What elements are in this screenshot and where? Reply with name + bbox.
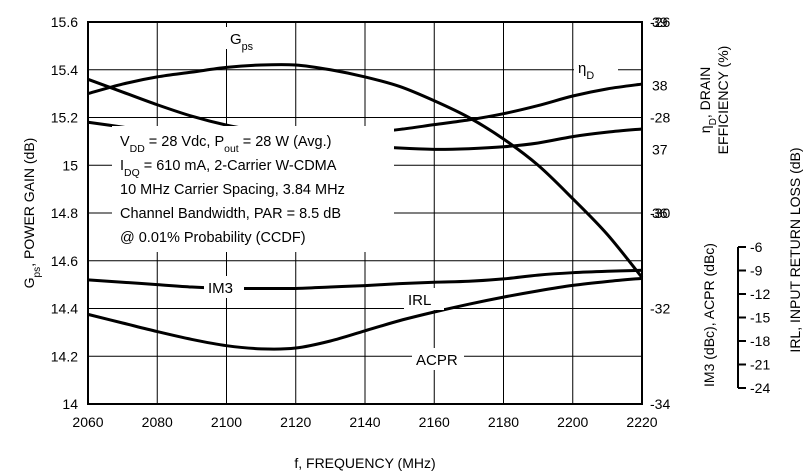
irl-tick-label: -24 [750,380,770,396]
series-label-bg [574,56,618,78]
text-part: G [21,277,37,288]
x-tick-label: 2180 [488,414,519,430]
text-part: η [697,125,713,133]
text-part: DD [130,144,146,155]
text-part: η [578,60,586,77]
eta-axis-label-line1: ηD, DRAIN [697,67,719,133]
im3-tick-label: -30 [650,205,670,221]
x-tick-label: 2060 [72,414,103,430]
x-tick-label: 2140 [349,414,380,430]
text-part: , DRAIN [697,67,713,118]
series-label-4: ACPR [416,352,458,369]
series-label-3: IRL [408,292,431,309]
series-label-bg [226,27,286,49]
series-labels: Gps ηD IM3 IRL ACPR [204,27,618,370]
left-tick-label: 15.6 [51,14,78,30]
conditions-annotation: VDD = 28 Vdc, Pout = 28 W (Avg.) IDQ = 61… [112,126,394,252]
text-part: G [230,31,242,48]
conditions-line: @ 0.01% Probability (CCDF) [120,230,306,246]
text-part: IM3 [208,280,233,297]
text-part: = 610 mA, 2-Carrier W-CDMA [140,158,337,174]
im3-tick-label: -26 [650,14,670,30]
x-tick-label: 2160 [419,414,450,430]
text-part: Channel Bandwidth, PAR = 8.5 dB [120,206,341,222]
axis-labels: f, FREQUENCY (MHz)Gps, POWER GAIN (dB)ηD… [21,46,803,471]
text-part: ACPR [416,352,458,369]
irl-tick-label: -12 [750,286,770,302]
im3-tick-label: -28 [650,110,670,126]
irl-tick-label: -6 [750,239,763,255]
series-line-3 [87,276,643,351]
plot-frame [87,21,643,405]
conditions-line: VDD = 28 Vdc, Pout = 28 W (Avg.) [120,134,331,155]
left-tick-label: 14.8 [51,205,78,221]
series-line-4 [87,268,643,291]
text-part: ps [32,267,43,278]
left-tick-label: 14.6 [51,253,78,269]
text-part: 10 MHz Carrier Spacing, 3.84 MHz [120,182,345,198]
text-part: @ 0.01% Probability (CCDF) [120,230,306,246]
left-axis-ticks: 14 14.2 14.4 14.6 14.8 15 15.2 15.4 15.6 [51,14,78,412]
x-axis-ticks: 2060 2080 2100 2120 2140 2160 2180 2200 2220 [72,414,657,430]
series-label-0: Gps [230,31,254,53]
text-part: V [120,134,130,150]
text-part: I [120,158,124,174]
irl-tick-label: -18 [750,333,770,349]
left-tick-label: 14.4 [51,301,78,317]
conditions-line: 10 MHz Carrier Spacing, 3.84 MHz [120,182,345,198]
irl-axis: -24 -21 -18 -15 -12 -9 -6 [737,239,770,396]
series-label-bg [204,276,244,298]
conditions-line: Channel Bandwidth, PAR = 8.5 dB [120,206,341,222]
im3-tick-label: -32 [650,301,670,317]
irl-axis-label: IRL, INPUT RETURN LOSS (dB) [787,147,803,352]
im3-tick-label: -34 [650,396,670,412]
x-tick-label: 2120 [280,414,311,430]
x-axis-label: f, FREQUENCY (MHz) [294,455,435,471]
left-axis-label: Gps, POWER GAIN (dB) [21,138,43,289]
irl-tick-label: -15 [750,310,770,326]
left-tick-label: 14 [62,396,78,412]
text-part: D [586,70,594,82]
im3-axis-ticks: -34 -32 -30 -28 -26 [650,14,670,412]
eta-tick-label: 37 [652,141,668,157]
series-label-1: ηD [578,60,594,82]
eta-tick-label: 36 [652,205,668,221]
conditions-bg [112,126,394,252]
eta-axis-ticks: 36 37 38 39 [652,14,668,221]
series-line-0 [87,63,644,279]
left-tick-label: 15.2 [51,110,78,126]
series-label-bg [412,348,464,370]
irl-tick-label: -9 [750,263,763,279]
left-tick-label: 15 [62,157,78,173]
x-tick-label: 2080 [142,414,173,430]
conditions-line: IDQ = 610 mA, 2-Carrier W-CDMA [120,158,337,179]
text-part: = 28 Vdc, P [145,134,224,150]
left-tick-label: 15.4 [51,62,78,78]
x-tick-label: 2100 [211,414,242,430]
text-part: = 28 W (Avg.) [239,134,332,150]
eta-tick-label: 38 [652,78,668,94]
text-part: DQ [124,168,140,179]
series-label-2: IM3 [208,280,233,297]
x-tick-label: 2200 [557,414,588,430]
text-part: out [224,144,239,155]
eta-tick-label: 39 [652,14,668,30]
left-tick-label: 14.2 [51,348,78,364]
text-part: , POWER GAIN (dB) [21,138,37,267]
eta-axis-label-line2: EFFICIENCY (%) [715,46,731,155]
text-part: D [708,118,719,125]
text-part: ps [242,41,254,53]
text-part: IRL [408,292,431,309]
im3-axis-label: IM3 (dBc), ACPR (dBc) [701,243,717,387]
x-tick-label: 2220 [626,414,657,430]
irl-tick-label: -21 [750,357,770,373]
series-label-bg [404,288,444,310]
